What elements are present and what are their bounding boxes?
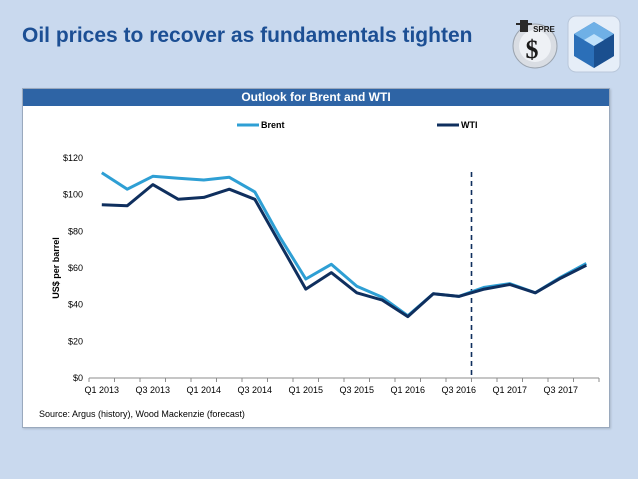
x-tick-label: Q3 2013: [135, 385, 170, 395]
x-tick-label: Q1 2014: [186, 385, 221, 395]
series-line-wti: [101, 183, 587, 319]
y-tick-label: $80: [68, 226, 83, 236]
x-tick-label: Q3 2014: [237, 385, 272, 395]
legend-label-brent: Brent: [261, 120, 285, 130]
spre-logo-text: SPRE: [533, 25, 555, 34]
y-tick-label: $60: [68, 263, 83, 273]
y-tick-label: $0: [73, 373, 83, 383]
spre-logo: SPRE $: [512, 20, 558, 69]
series-line-brent: [100, 171, 588, 318]
legend-label-wti: WTI: [461, 120, 478, 130]
y-axis-label: US$ per barrel: [51, 237, 61, 299]
x-tick-label: Q1 2015: [288, 385, 323, 395]
slide-title: Oil prices to recover as fundamentals ti…: [22, 24, 473, 47]
panel-header: Outlook for Brent and WTI: [23, 89, 609, 106]
y-tick-label: $20: [68, 336, 83, 346]
oil-price-chart: $0 $20 $40 $60 $80 $100 $120 US$ per barrel Q1 2…: [51, 120, 600, 395]
y-tick-label: $120: [63, 153, 83, 163]
source-note: Source: Argus (history), Wood Mackenzie …: [39, 409, 245, 419]
x-tick-label: Q1 2016: [390, 385, 425, 395]
x-tick-label: Q3 2015: [339, 385, 374, 395]
y-tick-label: $40: [68, 300, 83, 310]
x-tick-label: Q3 2016: [441, 385, 476, 395]
svg-text:$: $: [526, 35, 539, 64]
chart-panel: Outlook for Brent and WTI $0 $20 $40 $60 $80…: [22, 88, 610, 428]
x-tick-label: Q3 2017: [543, 385, 578, 395]
y-tick-label: $100: [63, 190, 83, 200]
cube-logo: [567, 15, 621, 73]
x-tick-label: Q1 2013: [84, 385, 119, 395]
x-tick-label: Q1 2017: [492, 385, 527, 395]
